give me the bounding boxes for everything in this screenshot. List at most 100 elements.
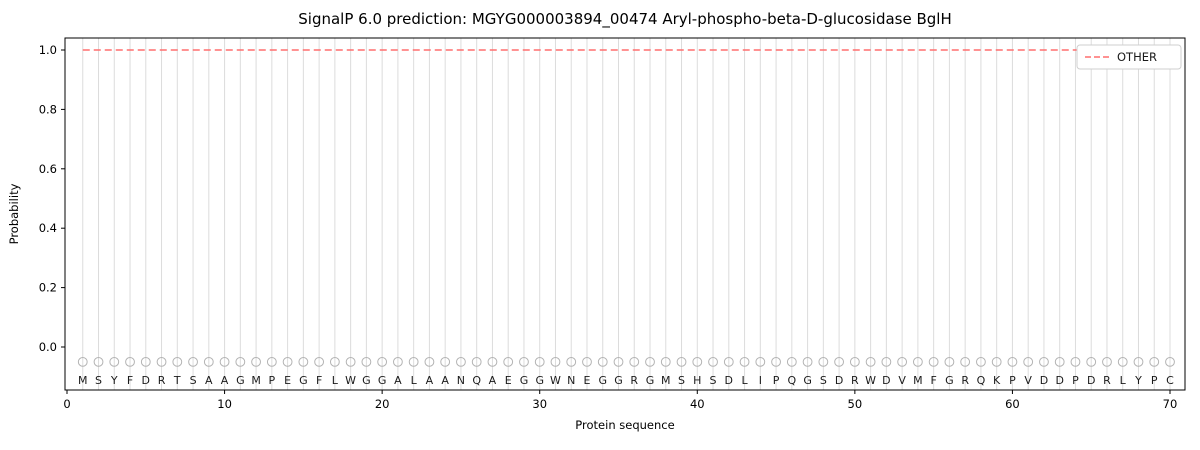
residue-marker — [755, 356, 766, 367]
residue-letter: D — [1055, 374, 1063, 387]
residue-marker — [93, 356, 104, 367]
residue-marker — [739, 356, 750, 367]
residue-marker — [1086, 356, 1097, 367]
residue-marker — [266, 356, 277, 367]
residue-letter: Y — [1134, 374, 1142, 387]
residue-letter: W — [865, 374, 876, 387]
residue-letter: A — [394, 374, 402, 387]
residue-letter: S — [710, 374, 717, 387]
residue-marker — [771, 356, 781, 367]
residue-marker — [692, 356, 703, 367]
residue-letter: L — [411, 374, 418, 387]
residue-letter: P — [1072, 374, 1079, 387]
residue-letter: F — [930, 374, 936, 387]
y-tick-label: 0.8 — [39, 102, 57, 116]
x-tick-label: 30 — [532, 397, 547, 411]
residue-marker — [456, 356, 466, 367]
residue-marker — [235, 356, 246, 367]
residue-letter: F — [316, 374, 322, 387]
residue-marker — [251, 356, 261, 367]
residue-letter: G — [598, 374, 607, 387]
residue-marker — [1117, 356, 1128, 367]
x-tick-label: 0 — [63, 397, 70, 411]
residue-marker — [361, 356, 372, 367]
residue-letter: A — [489, 374, 497, 387]
residue-letter: A — [441, 374, 449, 387]
residue-letter: V — [898, 374, 906, 387]
residue-marker — [818, 356, 829, 367]
x-axis-label: Protein sequence — [575, 418, 675, 432]
residue-letter: R — [961, 374, 969, 387]
residue-letter: F — [127, 374, 133, 387]
residue-marker — [519, 356, 529, 367]
legend-box — [1076, 44, 1182, 70]
residue-marker — [125, 356, 135, 367]
residue-letter: S — [190, 374, 197, 387]
residue-marker — [881, 356, 892, 367]
residue-letter: D — [1040, 374, 1048, 387]
residue-letter: L — [741, 374, 748, 387]
residue-marker — [849, 356, 860, 367]
residue-marker — [1102, 356, 1112, 367]
residue-letter: D — [882, 374, 890, 387]
residue-marker — [188, 356, 198, 367]
residue-marker — [897, 356, 908, 367]
residue-letter: D — [725, 374, 733, 387]
residue-marker — [1054, 356, 1065, 367]
residue-letter: I — [759, 374, 762, 387]
residue-marker — [345, 356, 356, 367]
residue-marker — [708, 356, 718, 367]
residue-letter: Y — [110, 374, 118, 387]
residue-marker — [109, 356, 120, 367]
residue-marker — [1039, 356, 1049, 367]
residue-letter: Q — [977, 374, 986, 387]
residue-letter: E — [584, 374, 591, 387]
residue-marker — [329, 356, 340, 367]
residue-marker — [1070, 356, 1081, 367]
residue-marker — [172, 356, 183, 367]
residue-letter: K — [993, 374, 1001, 387]
residue-letter: S — [95, 374, 102, 387]
residue-letter: G — [362, 374, 371, 387]
residue-marker — [912, 356, 923, 367]
residue-letter: M — [251, 374, 261, 387]
residue-letter: A — [221, 374, 229, 387]
residue-marker — [802, 356, 813, 367]
residue-marker — [550, 356, 561, 367]
residue-letter: P — [1151, 374, 1158, 387]
residue-letter: M — [913, 374, 923, 387]
residue-marker — [928, 356, 939, 367]
residue-letter: G — [803, 374, 812, 387]
residue-letter: D — [142, 374, 150, 387]
residue-marker — [1149, 356, 1160, 367]
residue-marker — [424, 356, 435, 367]
chart-title: SignalP 6.0 prediction: MGYG000003894_00… — [298, 10, 952, 28]
residue-letter: L — [332, 374, 339, 387]
residue-letter: T — [173, 374, 181, 387]
residue-marker — [645, 356, 655, 367]
residue-marker — [77, 356, 88, 367]
residue-letter: W — [550, 374, 561, 387]
residue-marker — [660, 356, 671, 367]
residue-letter: R — [851, 374, 859, 387]
residue-letter: D — [835, 374, 843, 387]
residue-letter: G — [378, 374, 387, 387]
residue-marker — [834, 356, 844, 367]
residue-letter: P — [269, 374, 276, 387]
x-tick-label: 70 — [1163, 397, 1178, 411]
residue-letter: A — [426, 374, 434, 387]
residue-marker — [597, 356, 608, 367]
residue-marker — [156, 356, 167, 367]
residue-letter: G — [236, 374, 245, 387]
residue-letter: G — [945, 374, 954, 387]
residue-letter: R — [1103, 374, 1111, 387]
residue-letter: C — [1166, 374, 1174, 387]
residue-marker — [219, 356, 230, 367]
residue-marker — [976, 356, 986, 367]
residue-letter: Q — [787, 374, 796, 387]
residue-letter: Q — [472, 374, 481, 387]
y-tick-label: 0.0 — [39, 340, 57, 354]
residue-letter: N — [567, 374, 575, 387]
residue-letter: A — [205, 374, 213, 387]
residue-letter: G — [614, 374, 623, 387]
